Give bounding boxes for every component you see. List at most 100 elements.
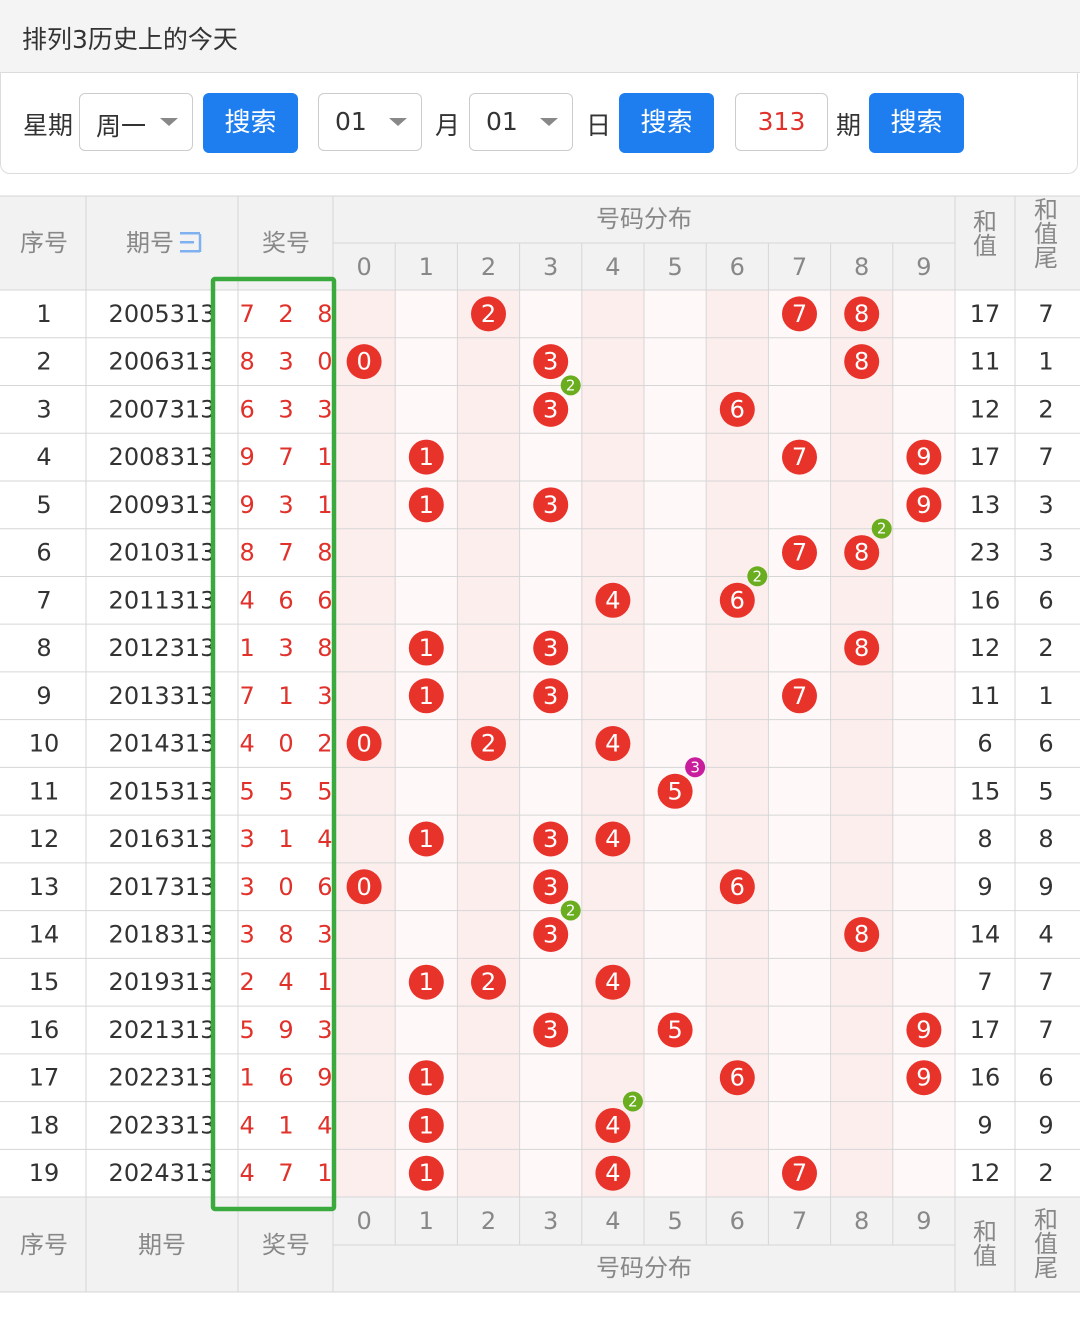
- ball-label: 1: [419, 491, 434, 519]
- dist-cell: [581, 1006, 644, 1054]
- repeat-count: 2: [566, 376, 576, 394]
- digit-header: 1: [419, 253, 434, 281]
- row-index: 5: [36, 491, 51, 519]
- digit-header: 3: [543, 253, 558, 281]
- month-select[interactable]: 01: [318, 93, 422, 151]
- ball-8: [844, 916, 880, 952]
- dist-cell: [768, 910, 831, 959]
- dist-cell: [830, 576, 893, 625]
- dist-cell: [581, 290, 644, 338]
- dist-cell: [706, 910, 769, 959]
- sort-icon[interactable]: [180, 232, 202, 253]
- repeat-count: 2: [877, 520, 887, 538]
- ball-8: [844, 630, 880, 666]
- dist-cell: [706, 767, 769, 816]
- row-award: 8 3 0: [239, 348, 340, 376]
- col-header-sum: 和值: [973, 208, 997, 260]
- row-award: 1 6 9: [239, 1064, 340, 1092]
- col-header-period: 期号: [126, 229, 174, 257]
- row-award: 6 3 3: [239, 395, 340, 423]
- col-footer-index: 序号: [20, 1231, 68, 1259]
- row-sum-tail: 8: [1038, 825, 1053, 853]
- dist-cell: [457, 480, 520, 529]
- ball-8: [844, 296, 880, 332]
- row-sum: 11: [970, 682, 1001, 710]
- dist-cell: [706, 480, 769, 529]
- dist-cell: [768, 480, 831, 529]
- ball-3: [533, 391, 569, 427]
- ball-label: 2: [481, 300, 496, 328]
- dist-cell: [892, 767, 955, 816]
- repeat-count: 2: [753, 567, 763, 585]
- dist-cell: [333, 290, 396, 338]
- dist-cell: [333, 767, 396, 816]
- dist-cell: [892, 624, 955, 672]
- dist-cell: [768, 1006, 831, 1054]
- dist-cell: [395, 1006, 458, 1054]
- dist-cell: [644, 671, 707, 720]
- row-award: 1 3 8: [239, 634, 340, 662]
- ball-label: 6: [730, 1064, 745, 1092]
- dist-cell: [768, 624, 831, 672]
- digit-footer: 7: [792, 1207, 807, 1235]
- dist-cell: [519, 433, 582, 481]
- ball-label: 4: [605, 586, 620, 614]
- row-sum-tail: 6: [1038, 730, 1053, 758]
- ball-1: [408, 821, 444, 857]
- dist-cell: [333, 958, 396, 1007]
- row-award: 7 1 3: [239, 682, 340, 710]
- col-footer-sum: 和值: [973, 1218, 997, 1270]
- ball-label: 7: [792, 682, 807, 710]
- chevron-down-icon: [160, 118, 178, 126]
- ball-label: 3: [543, 920, 558, 948]
- dist-cell: [457, 433, 520, 481]
- dist-cell: [333, 576, 396, 625]
- month-value: 01: [335, 107, 367, 136]
- row-award: 4 1 4: [239, 1111, 340, 1139]
- period-input[interactable]: 313: [735, 93, 828, 151]
- weekday-select[interactable]: 周一: [79, 93, 193, 151]
- dist-cell: [892, 576, 955, 625]
- row-period: 2014313: [109, 730, 216, 758]
- day-select[interactable]: 01: [469, 93, 573, 151]
- dist-cell: [519, 958, 582, 1007]
- ball-3: [533, 916, 569, 952]
- ball-label: 1: [419, 634, 434, 662]
- weekday-value: 周一: [96, 112, 147, 141]
- dist-cell: [644, 910, 707, 959]
- ball-4: [595, 726, 631, 762]
- dist-cell: [333, 1053, 396, 1102]
- row-index: 13: [29, 873, 60, 901]
- digit-footer: 0: [356, 1207, 371, 1235]
- row-index: 16: [29, 1016, 60, 1044]
- dist-cell: [457, 862, 520, 911]
- row-sum-tail: 6: [1038, 586, 1053, 614]
- ball-label: 4: [605, 730, 620, 758]
- row-index: 1: [36, 300, 51, 328]
- dist-cell: [333, 528, 396, 577]
- date-search-button[interactable]: 搜索: [619, 93, 714, 153]
- dist-cell: [830, 815, 893, 863]
- row-sum: 6: [977, 730, 992, 758]
- ball-1: [408, 1155, 444, 1191]
- ball-6: [719, 391, 755, 427]
- dist-cell: [457, 1006, 520, 1054]
- dist-cell: [830, 1101, 893, 1150]
- ball-label: 1: [419, 968, 434, 996]
- dist-cell: [892, 719, 955, 768]
- dist-cell: [706, 1006, 769, 1054]
- dist-cell: [706, 719, 769, 768]
- ball-1: [408, 1107, 444, 1143]
- ball-label: 9: [916, 443, 931, 471]
- period-search-button[interactable]: 搜索: [869, 93, 964, 153]
- ball-9: [906, 1060, 942, 1096]
- row-index: 18: [29, 1111, 60, 1139]
- digit-footer: 5: [667, 1207, 682, 1235]
- ball-5: [657, 1012, 693, 1048]
- dist-cell: [768, 815, 831, 863]
- weekday-search-button[interactable]: 搜索: [203, 93, 298, 153]
- dist-cell: [395, 767, 458, 816]
- dist-cell: [892, 1101, 955, 1150]
- dist-cell: [830, 1006, 893, 1054]
- dist-cell: [581, 480, 644, 529]
